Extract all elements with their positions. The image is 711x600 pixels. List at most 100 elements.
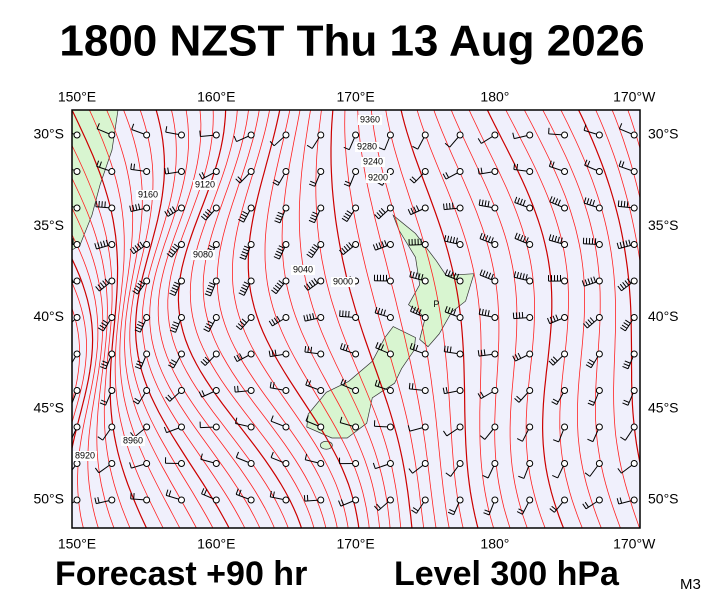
wind-barb [455,237,458,244]
wind-barb [243,245,250,249]
wind-barb [624,360,631,364]
wind-barb [309,313,312,320]
wind-barb [311,246,318,251]
wind-barb [626,278,632,284]
wind-barb [548,234,552,241]
wind-barb [129,205,132,212]
wind-barb [375,243,379,250]
wind-barb [372,244,376,251]
wind-barb [487,310,490,317]
latitude-label: 35°S [33,217,64,233]
wind-barb [343,215,349,220]
station [73,496,81,504]
wind-barb [137,282,143,288]
wind-barb [271,319,276,325]
station [73,204,81,212]
wind-barb [548,160,552,167]
wind-barb [519,272,522,279]
station [108,204,116,212]
station [108,241,116,248]
station [317,350,325,358]
wind-barb [420,274,424,281]
wind-barb [235,417,238,424]
wind-barb [587,438,594,443]
wind-barb [233,356,238,362]
wind-barb [132,290,138,295]
contour-line [202,110,327,528]
wind-barb [198,391,203,398]
wind-barb [164,168,167,175]
wind-barb [621,324,628,329]
longitude-label: 170°W [613,536,656,552]
wind-barb [374,214,380,220]
wind-barb [303,285,309,291]
contour-label-box [355,142,379,152]
contour-label-box [361,157,385,167]
wind-barb [442,173,447,180]
station [247,423,255,431]
wind-barb [410,207,414,214]
wind-barb [308,281,314,288]
wind-barb [277,211,284,215]
wind-barb [374,505,379,511]
wind-barb [63,280,65,286]
contour-line [72,281,87,424]
wind-barb [625,319,631,324]
station [595,387,603,394]
wind-barb [587,278,591,285]
station [421,460,429,467]
station [317,204,325,212]
wind-barb [616,242,620,249]
wind-barb [243,281,250,286]
station [595,460,603,467]
wind-barb [447,307,451,314]
wind-barb [483,349,486,356]
wind-barb [136,323,143,328]
wind-barb [551,235,555,242]
wind-barb [481,308,484,316]
wind-barb [378,242,382,249]
wind-barb [276,315,281,322]
wind-barb [65,439,70,441]
station [212,387,220,394]
wind-barb [166,253,172,258]
wind-barb [513,163,516,170]
wind-barb [233,135,237,142]
wind-barb [339,343,343,350]
station [73,350,81,358]
station [456,423,464,431]
wind-barb [617,200,620,207]
station [177,314,185,321]
longitude-label: 150°E [58,536,96,552]
station [212,423,220,431]
wind-barb [206,287,213,291]
wind-barb [552,356,558,362]
station [421,204,429,212]
wind-barb [377,343,382,350]
wind-barb [172,324,178,328]
station [317,168,325,175]
contour-label: 9160 [138,189,158,199]
wind-barb [552,315,556,322]
station [108,350,116,358]
wind-barb [236,354,241,361]
wind-barb [374,379,378,386]
wind-barb [622,241,626,248]
wind-barb [588,399,595,404]
contour-line [141,110,246,528]
wind-barb [551,505,557,511]
wind-barb [617,468,622,474]
wind-barb [62,198,64,204]
wind-barb [278,245,285,249]
wind-barb [134,245,139,251]
wind-barb [129,462,132,469]
wind-barb [99,282,105,288]
station [352,314,360,321]
station [108,314,116,321]
wind-barb [66,279,68,285]
wind-barb [102,319,109,324]
wind-barb [628,239,631,246]
wind-barb [270,415,274,422]
wind-barb [514,232,518,239]
station [352,204,360,212]
